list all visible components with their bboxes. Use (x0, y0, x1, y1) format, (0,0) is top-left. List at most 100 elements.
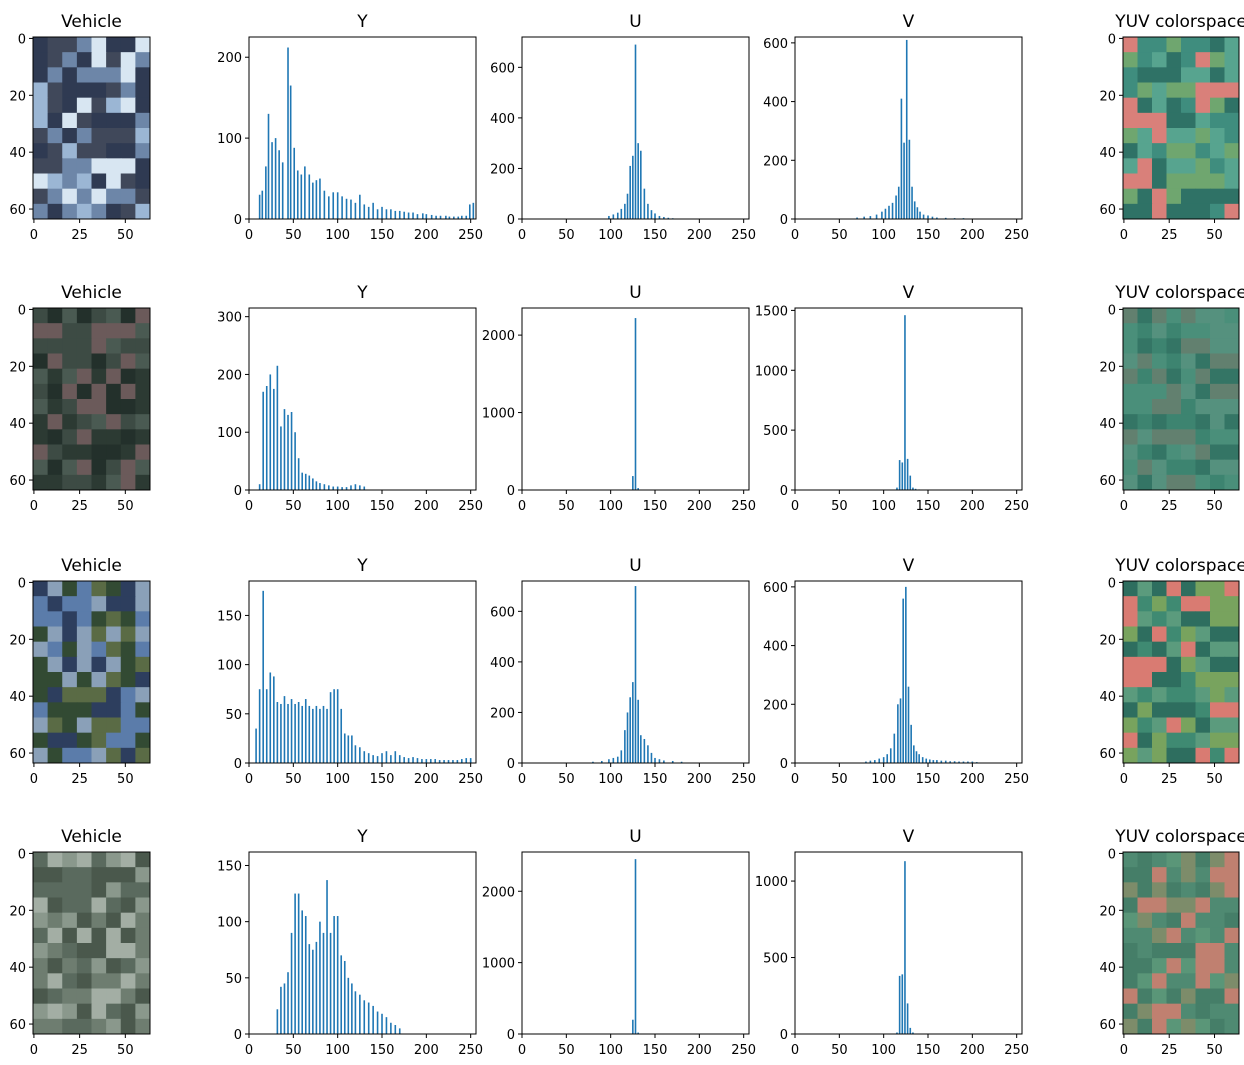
row2-vehicle-image-pixel (91, 353, 107, 370)
row4-hist-y-bar (319, 921, 321, 1034)
row3-hist-y-bar (412, 757, 414, 763)
row1-hist-y-bar (461, 215, 463, 219)
row2-vehicle-image-pixel (62, 338, 78, 355)
row1-hist-y-bar (265, 166, 267, 219)
row3-yuv-image-pixel (1152, 747, 1168, 763)
row1-hist-v-frame (794, 36, 1023, 220)
row3-yuv-image-ytick-label: 0 (1108, 576, 1116, 591)
row4-yuv-image-pixel (1137, 852, 1153, 868)
row3-vehicle-image-pixel (76, 687, 93, 703)
row3-hist-u-bar (626, 712, 629, 763)
row4-yuv-image-pixel (1166, 927, 1182, 944)
row2-yuv-image-pixel (1152, 368, 1168, 385)
row3-vehicle-image-pixel (135, 672, 150, 688)
row3-hist-u-bar (637, 699, 639, 763)
row1-hist-y-bar (403, 211, 405, 219)
row2-vehicle-image-pixel (33, 429, 49, 446)
row3-hist-u-bar (616, 756, 619, 763)
row1-yuv-image-pixel (1210, 97, 1226, 114)
row4-yuv-image-pixel (1210, 882, 1226, 899)
row1-hist-y-bar (363, 204, 366, 219)
row2-yuv-image-pixel (1137, 383, 1153, 400)
row3-vehicle-image-pixel (120, 581, 136, 597)
row3-vehicle-image-pixel (120, 717, 136, 734)
row1-vehicle-image-pixel (47, 143, 63, 159)
row1-yuv-image-pixel (1224, 173, 1239, 190)
row1-hist-y-bar (472, 202, 475, 219)
row1-vehicle-image-pixel (33, 158, 49, 175)
row4-yuv-image-pixel (1152, 1003, 1168, 1020)
row4-vehicle-image-pixel (47, 973, 63, 990)
row3-yuv-image-pixel (1152, 687, 1168, 703)
row1-vehicle-image-ytick-label: 60 (9, 203, 26, 218)
row4-yuv-image-pixel (1123, 943, 1139, 959)
row3-hist-y-bar (290, 699, 293, 763)
row3-hist-y-bar (322, 705, 325, 763)
row4-hist-v-bar (896, 1032, 898, 1034)
row3-hist-y-bar (287, 703, 289, 763)
row3-hist-y-frame (248, 580, 477, 764)
row2-hist-y-xtick-label: 250 (458, 499, 483, 514)
row3-hist-u-bar (650, 752, 653, 763)
row3-yuv-image-pixel (1195, 732, 1211, 749)
row4-yuv-image-pixel (1210, 1018, 1226, 1034)
row1-hist-u-ytick-label: 0 (507, 213, 515, 228)
row4-yuv-image-pixel (1166, 943, 1182, 959)
row1-yuv-image-pixel (1137, 112, 1153, 129)
row4-hist-v-bar (904, 861, 906, 1034)
row2-yuv-image-ytick-label: 40 (1099, 417, 1116, 432)
row2-vehicle-image-pixel (91, 414, 107, 430)
row2-hist-y-bar (328, 485, 330, 490)
row3-yuv-image-pixel (1123, 596, 1139, 612)
row4-vehicle-image-pixel (76, 912, 93, 929)
row3-vehicle-image-pixel (106, 581, 122, 597)
row1-vehicle-image-pixel (47, 112, 63, 129)
row3-yuv-image-pixel (1224, 596, 1239, 612)
row3-hist-u-xtick-label: 150 (643, 772, 668, 787)
row1-vehicle-image-pixel (120, 82, 136, 99)
row1-yuv-image-pixel (1166, 143, 1182, 159)
row4-yuv-image-pixel (1166, 867, 1182, 883)
row4-hist-u-bar (634, 859, 637, 1034)
row4-vehicle-image-pixel (135, 882, 150, 899)
row4-hist-y-ytick-label: 100 (217, 916, 242, 931)
row1-hist-y-bar (345, 198, 348, 219)
row4-yuv-image-pixel (1195, 852, 1211, 868)
row3-vehicle-image-xtick-label: 50 (117, 772, 134, 787)
row2-yuv-image-pixel (1152, 459, 1168, 476)
row2-vehicle-image-pixel (62, 444, 78, 461)
row3-vehicle-image-pixel (91, 717, 107, 734)
row3-vehicle-image-xtick-label: 0 (30, 772, 38, 787)
row1-yuv-image-pixel (1210, 143, 1226, 159)
row1-hist-y-xtick-label: 250 (458, 228, 483, 243)
row3-vehicle-image-pixel (62, 717, 78, 734)
row2-yuv-image-pixel (1123, 368, 1139, 385)
row4-vehicle-image-pixel (135, 912, 150, 929)
row3-vehicle-image-pixel (47, 656, 63, 673)
row1-vehicle-image-title: Vehicle (61, 12, 122, 32)
row2-yuv-image-pixel (1210, 399, 1226, 415)
row2-vehicle-image-xtick-label: 50 (117, 499, 134, 514)
row1-vehicle-image-pixel (47, 128, 63, 144)
row4-hist-y-bar (304, 916, 307, 1034)
row3-vehicle-image-pixel (120, 702, 136, 719)
row3-hist-v-bar (925, 758, 928, 763)
row2-yuv-image-pixel (1123, 474, 1139, 490)
row3-yuv-image-ytick-label: 20 (1099, 633, 1116, 648)
row3-yuv-image-pixel (1224, 687, 1239, 703)
row2-yuv-image-pixel (1123, 429, 1139, 446)
row2-vehicle-image-pixel (33, 353, 49, 370)
row2-vehicle-image-pixel (76, 444, 93, 461)
row4-yuv-image-pixel (1166, 958, 1182, 974)
row4-vehicle-image-pixel (120, 988, 136, 1005)
row2-vehicle-image-ytick-label: 60 (9, 474, 26, 489)
row4-vehicle-image-pixel (47, 943, 63, 959)
row3-hist-u-bar (608, 759, 610, 763)
row4-vehicle-image-pixel (91, 988, 107, 1005)
row2-vehicle-image-pixel (33, 399, 49, 415)
row4-vehicle-image-pixel (76, 867, 93, 883)
row4-hist-v-frame (794, 851, 1023, 1035)
row1-yuv-image-pixel (1166, 188, 1182, 205)
row3-vehicle-image-pixel (76, 581, 93, 597)
row4-yuv-image-pixels (1123, 852, 1239, 1034)
